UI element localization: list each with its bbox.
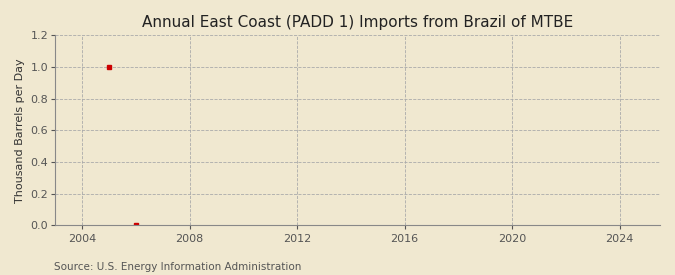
Title: Annual East Coast (PADD 1) Imports from Brazil of MTBE: Annual East Coast (PADD 1) Imports from … xyxy=(142,15,573,30)
Y-axis label: Thousand Barrels per Day: Thousand Barrels per Day xyxy=(15,58,25,203)
Text: Source: U.S. Energy Information Administration: Source: U.S. Energy Information Administ… xyxy=(54,262,301,272)
